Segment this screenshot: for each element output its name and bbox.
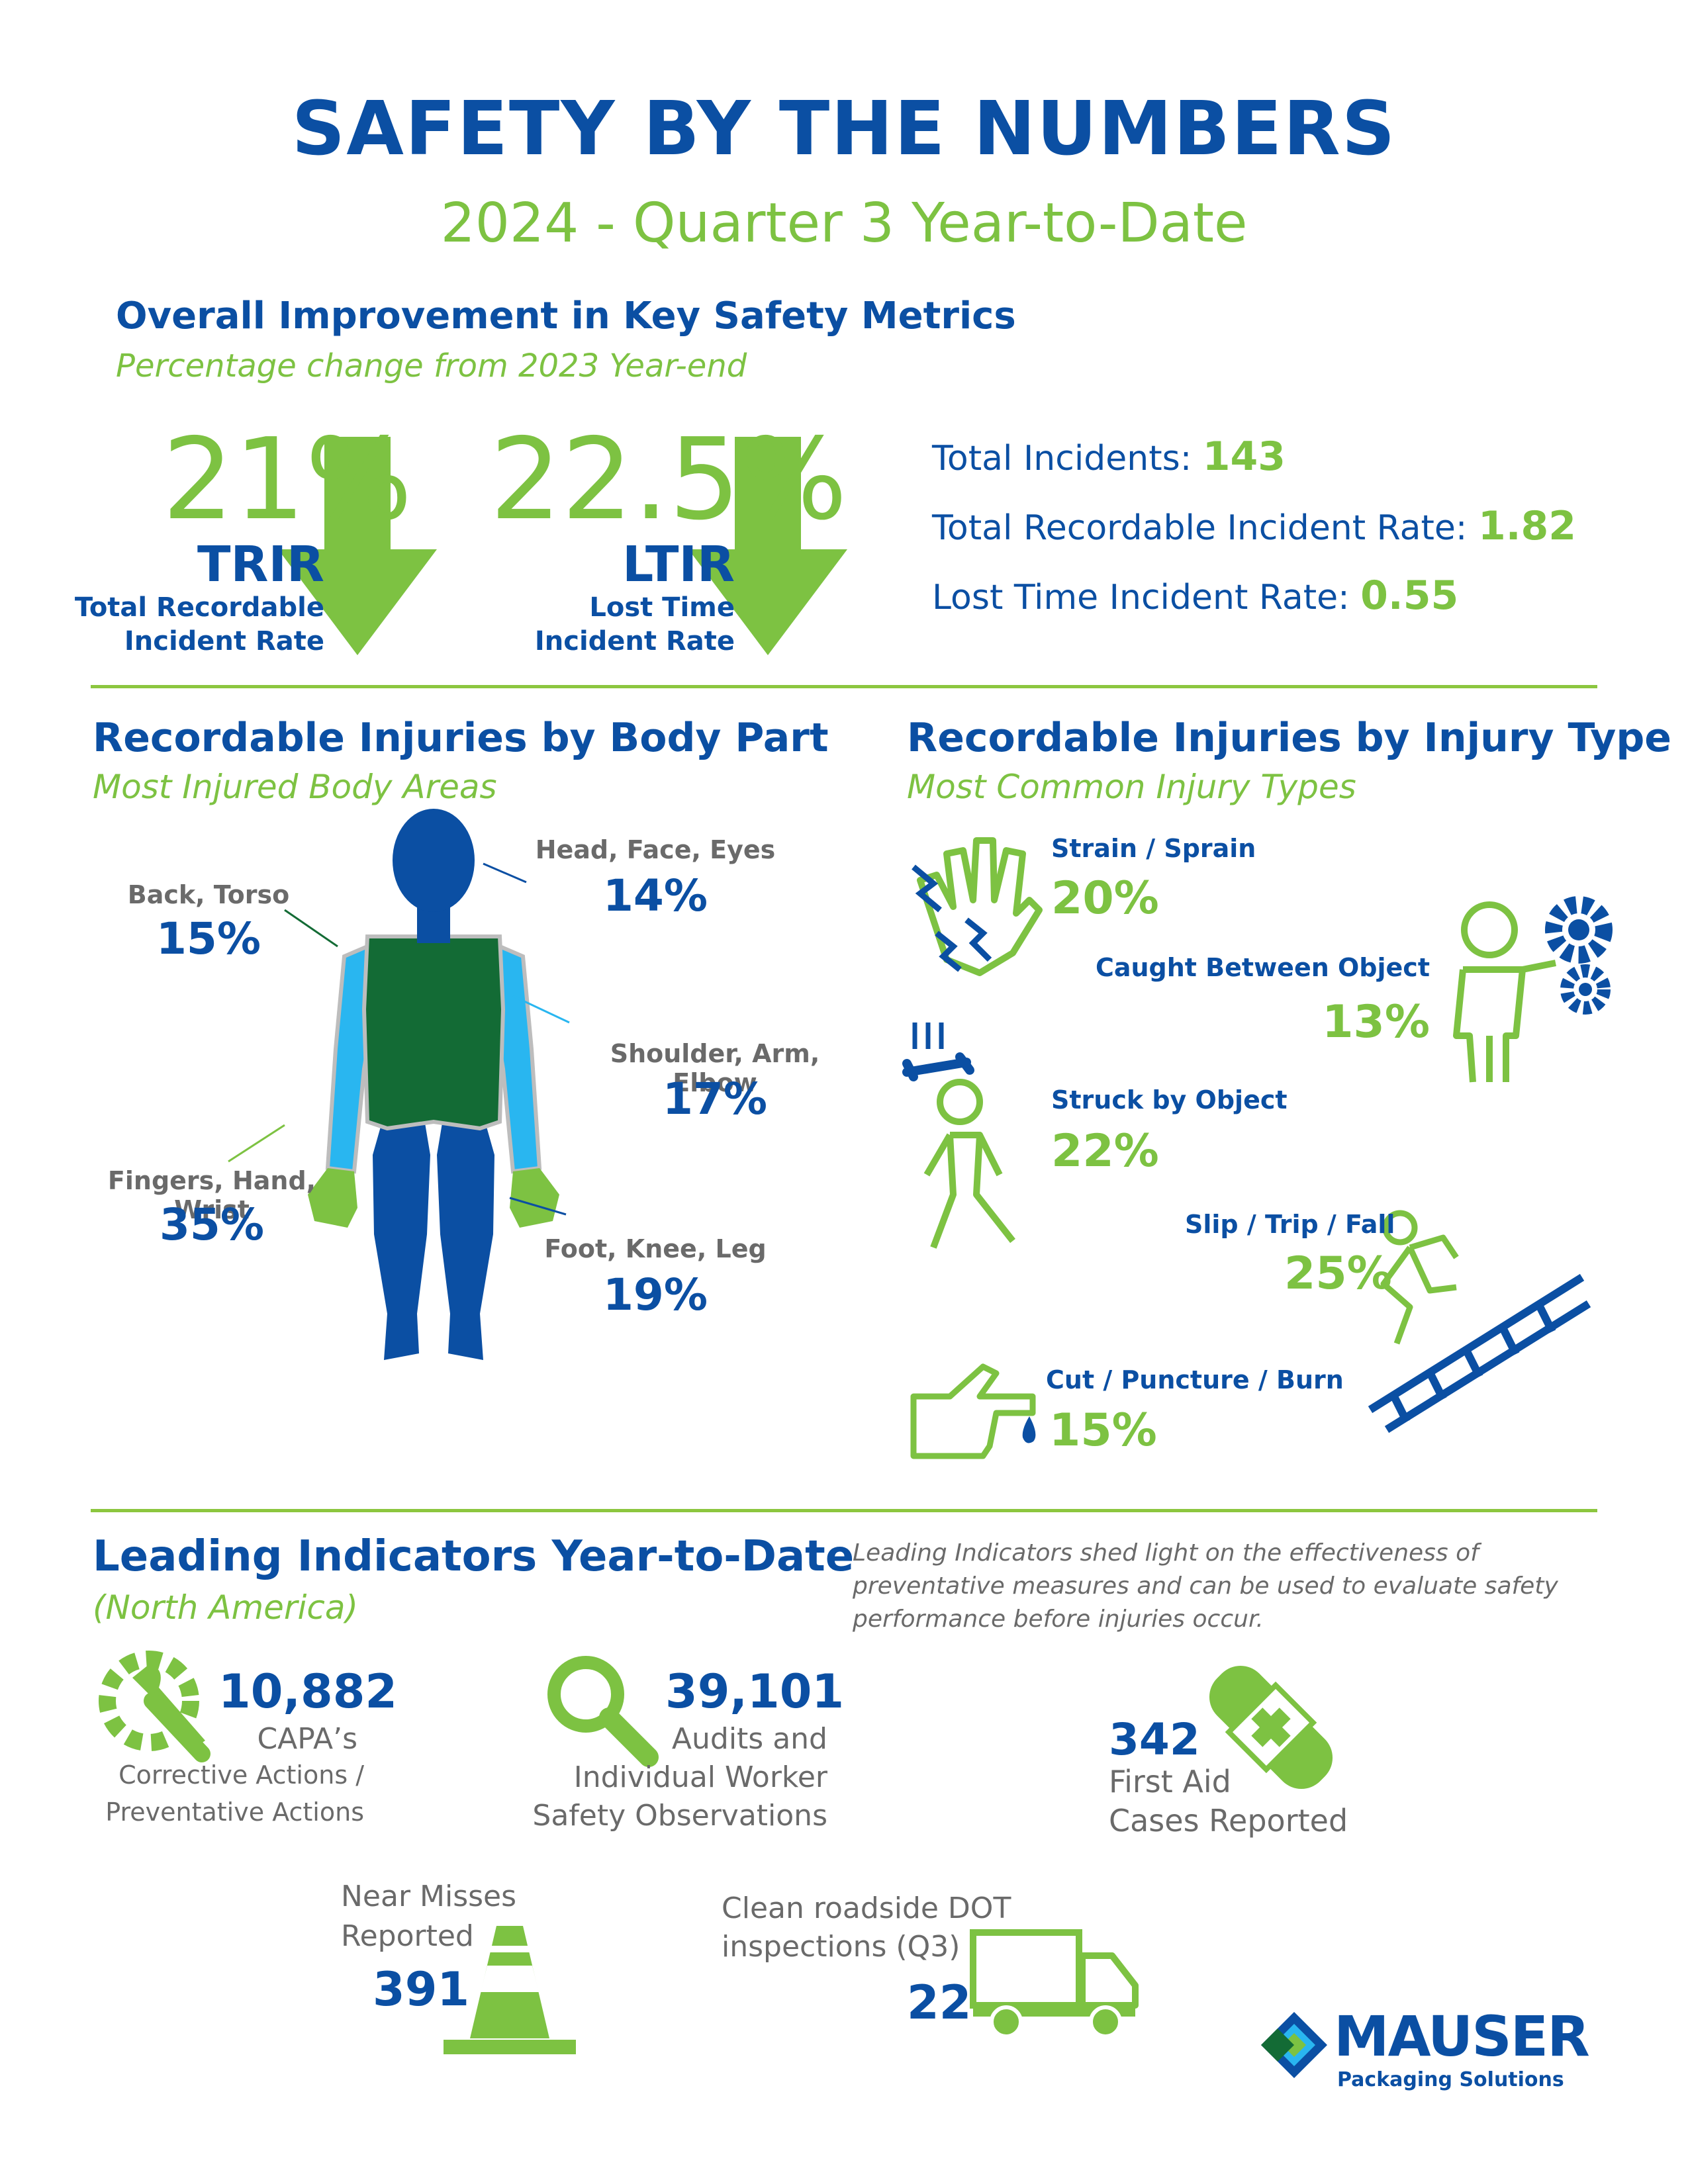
magnifying-glass-icon [547, 1656, 659, 1767]
ltir-value: 22.5% [490, 414, 848, 545]
near-miss-line1: Near Misses [341, 1880, 517, 1913]
strain-label: Strain / Sprain [1051, 834, 1256, 863]
caught-pct: 13% [1322, 996, 1430, 1048]
trir-name-line2: Incident Rate [124, 626, 324, 657]
page-subtitle: 2024 - Quarter 3 Year-to-Date [440, 192, 1248, 255]
foot-pct: 19% [603, 1269, 708, 1320]
fingers-label: Fingers, Hand, Wrist [107, 1166, 316, 1224]
injury-type-subheading: Most Common Injury Types [907, 768, 1356, 806]
back-label: Back, Torso [127, 880, 290, 909]
improvement-heading: Overall Improvement in Key Safety Metric… [116, 295, 1016, 338]
logo-name: MAUSER [1334, 2004, 1590, 2069]
leading-note-line: Leading Indicators shed light on the eff… [853, 1539, 1479, 1567]
cut-label: Cut / Puncture / Burn [1046, 1365, 1344, 1394]
head-pct: 14% [603, 870, 708, 921]
down-arrow-icon [278, 437, 437, 655]
dot-line2: inspections (Q3) [722, 1930, 961, 1964]
shoulder-pct: 17% [663, 1073, 767, 1124]
caught-between-gears-icon [1453, 896, 1613, 1083]
leading-heading: Leading Indicators Year-to-Date [93, 1532, 855, 1581]
leading-note-line: preventative measures and can be used to… [853, 1572, 1558, 1600]
capa-line1: CAPA’s [257, 1722, 357, 1756]
stat-trir: Total Recordable Incident Rate: 1.82 [932, 503, 1576, 549]
stat-total-incidents: Total Incidents: 143 [932, 433, 1286, 480]
dot-line1: Clean roadside DOT [722, 1891, 1011, 1925]
first-aid-line2: Cases Reported [1109, 1803, 1348, 1839]
stat-ltir: Lost Time Incident Rate: 0.55 [932, 572, 1458, 619]
caught-label: Caught Between Object [1095, 953, 1430, 982]
truck-icon [970, 1929, 1139, 2038]
fingers-pct: 35% [160, 1199, 264, 1250]
first-aid-line1: First Aid [1109, 1764, 1231, 1799]
audits-line3: Safety Observations [532, 1799, 827, 1833]
shoulder-label: Shoulder, Arm, Elbow [610, 1039, 820, 1097]
ltir-name-line2: Incident Rate [534, 626, 735, 657]
slip-fall-ladder-icon [1368, 1210, 1591, 1433]
capa-value: 10,882 [218, 1664, 398, 1719]
capa-line2: Corrective Actions / [118, 1760, 364, 1790]
stat-label: Total Incidents: [932, 439, 1192, 478]
section-divider [91, 685, 1597, 688]
strain-pct: 20% [1051, 872, 1159, 925]
page-title: SAFETY BY THE NUMBERS [291, 86, 1397, 172]
gear-wrench-icon [99, 1651, 211, 1762]
audits-line2: Individual Worker [573, 1760, 827, 1794]
head-label: Head, Face, Eyes [535, 835, 776, 864]
stat-label: Lost Time Incident Rate: [932, 578, 1350, 617]
ltir-name-line1: Lost Time [589, 592, 735, 623]
trir-name-line1: Total Recordable [74, 592, 324, 623]
mauser-logo-icon [1261, 2012, 1327, 2078]
stat-label: Total Recordable Incident Rate: [932, 508, 1468, 548]
slip-pct: 25% [1284, 1248, 1392, 1300]
traffic-cone-icon [444, 1926, 576, 2054]
near-miss-line2: Reported [341, 1919, 474, 1953]
trir-abbr: TRIR [197, 536, 324, 593]
slip-label: Slip / Trip / Fall [1185, 1210, 1395, 1239]
struck-pct: 22% [1051, 1125, 1159, 1177]
body-part-subheading: Most Injured Body Areas [93, 768, 497, 806]
cut-finger-icon [910, 1363, 1036, 1459]
struck-label: Struck by Object [1051, 1085, 1288, 1115]
leading-subheading: (North America) [93, 1588, 359, 1627]
dot-value: 22 [907, 1976, 972, 2030]
stat-value: 1.82 [1477, 503, 1577, 549]
bandage-icon [1209, 1665, 1333, 1790]
down-arrow-icon [688, 437, 847, 655]
injury-type-heading: Recordable Injuries by Injury Type [907, 715, 1671, 761]
leading-note: Leading Indicators shed light on the eff… [853, 1537, 1558, 1636]
improvement-subheading: Percentage change from 2023 Year-end [116, 347, 747, 385]
audits-line1: Audits and [671, 1722, 827, 1756]
capa-line3: Preventative Actions [105, 1797, 364, 1827]
foot-label: Foot, Knee, Leg [544, 1234, 767, 1263]
cut-pct: 15% [1049, 1404, 1157, 1457]
leading-note-line: performance before injuries occur. [853, 1606, 1264, 1633]
human-body-figure [308, 809, 559, 1360]
near-miss-value: 391 [373, 1962, 470, 2017]
strained-hand-icon [912, 837, 1043, 976]
body-part-heading: Recordable Injuries by Body Part [93, 715, 829, 761]
stat-value: 0.55 [1360, 572, 1459, 619]
section-divider [91, 1509, 1597, 1512]
logo-tagline: Packaging Solutions [1337, 2068, 1564, 2091]
struck-by-object-icon [902, 1023, 1015, 1249]
first-aid-value: 342 [1109, 1714, 1200, 1765]
audits-value: 39,101 [665, 1664, 845, 1719]
ltir-abbr: LTIR [622, 536, 735, 593]
stat-value: 143 [1202, 433, 1286, 480]
back-pct: 15% [156, 913, 261, 964]
trir-value: 21% [162, 414, 412, 545]
